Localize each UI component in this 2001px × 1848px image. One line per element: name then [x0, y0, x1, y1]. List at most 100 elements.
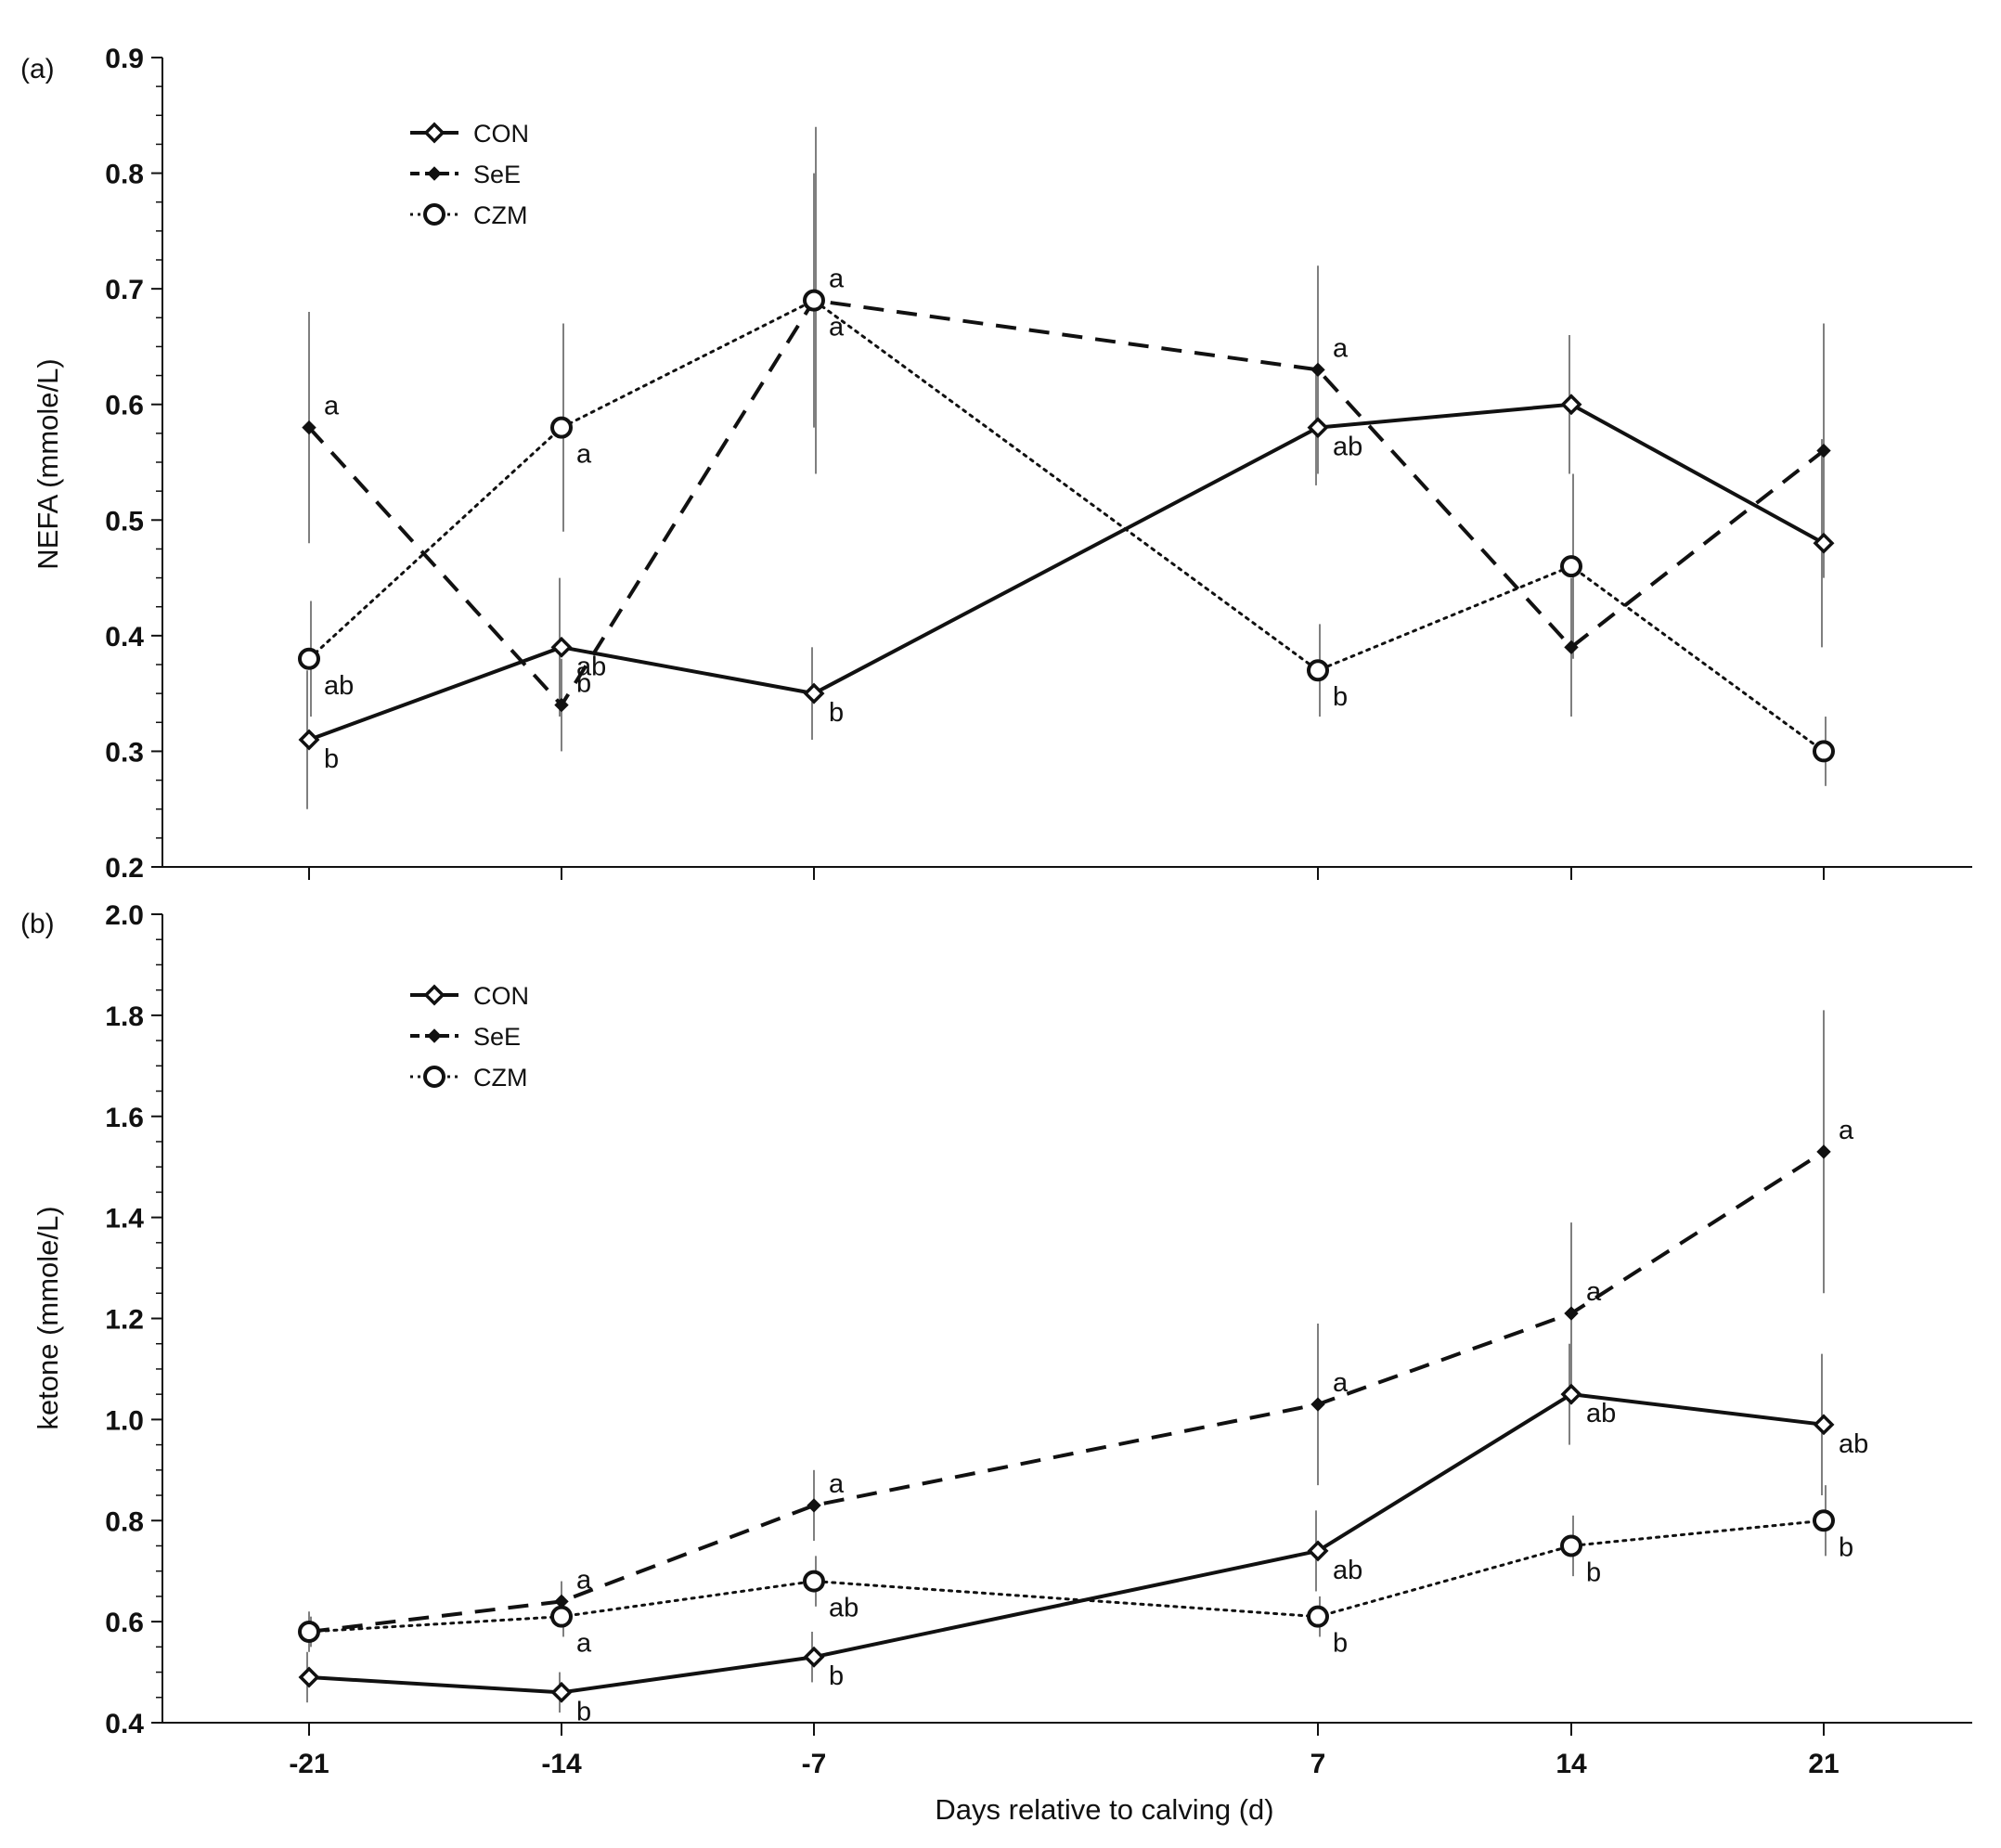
- legend-marker-czm: [423, 203, 445, 226]
- significance-label: a: [1333, 1368, 1349, 1398]
- x-tick-label: -21: [289, 1749, 329, 1779]
- legend-label-see: SeE: [473, 1023, 521, 1051]
- x-tick-label: 21: [1808, 1749, 1839, 1779]
- data-point-con: [1307, 1540, 1329, 1562]
- y-tick-label: 1.6: [105, 1103, 144, 1133]
- significance-label: a: [829, 265, 845, 294]
- significance-label: ab: [1333, 1556, 1362, 1585]
- significance-label: a: [1586, 1277, 1602, 1307]
- data-point-con: [550, 636, 573, 658]
- significance-label: a: [576, 1629, 592, 1659]
- y-tick-label: 1.2: [105, 1305, 144, 1336]
- data-point-czm: [1813, 1509, 1835, 1532]
- y-tick-label: 2.0: [105, 900, 144, 931]
- panel-label: (a): [20, 54, 55, 84]
- significance-label: b: [576, 1697, 591, 1726]
- data-point-see: [1816, 1144, 1831, 1159]
- series-line-czm: [307, 1518, 1826, 1634]
- significance-label: ab: [1586, 1399, 1616, 1428]
- series-line-con: [308, 1392, 1825, 1695]
- significance-label: a: [576, 1565, 592, 1595]
- data-point-czm: [803, 289, 825, 312]
- data-point-czm: [1307, 659, 1329, 682]
- x-axis-title: Days relative to calving (d): [935, 1793, 1273, 1826]
- panel-a: 0.2 0.3 0.4 0.5 0.6 0.7 0.8 0.9 (a) NEFA (mmole/L…: [20, 44, 1972, 884]
- data-point-czm: [550, 416, 573, 439]
- significance-label: b: [1333, 1629, 1348, 1659]
- significance-label: ab: [829, 1594, 858, 1623]
- data-point-con: [1307, 417, 1329, 439]
- y-tick-label: 0.8: [105, 1506, 144, 1537]
- y-axis-title: ketone (mmole/L): [32, 1206, 64, 1429]
- significance-label: ab: [1839, 1429, 1868, 1459]
- data-point-czm: [1813, 740, 1835, 763]
- y-axis-title: NEFA (mmole/L): [32, 358, 64, 569]
- significance-label: b: [829, 698, 844, 728]
- y-tick-label: 0.3: [105, 737, 144, 768]
- data-point-czm: [550, 1605, 573, 1628]
- significance-label: ab: [576, 652, 606, 681]
- data-point-czm: [1307, 1605, 1329, 1628]
- significance-label: b: [829, 1661, 844, 1691]
- y-tick-label: 0.9: [105, 44, 144, 74]
- data-point-con: [298, 729, 320, 751]
- x-tick-label: 7: [1310, 1749, 1326, 1779]
- significance-label: a: [829, 1469, 845, 1499]
- legend-label-czm: CZM: [473, 1064, 527, 1092]
- data-point-con: [1813, 1414, 1835, 1436]
- y-tick-label: 0.4: [105, 622, 144, 653]
- x-tick-label: -14: [541, 1749, 582, 1779]
- x-tick-label: 14: [1556, 1749, 1587, 1779]
- significance-label: a: [324, 392, 340, 421]
- legend-label-see: SeE: [473, 161, 521, 188]
- legend-marker-con: [423, 122, 445, 144]
- x-tick-label: -7: [802, 1749, 827, 1779]
- legend-label-czm: CZM: [473, 201, 527, 229]
- panel-label: (b): [20, 909, 55, 939]
- data-point-see: [1816, 443, 1831, 459]
- y-tick-label: 1.4: [105, 1204, 144, 1234]
- y-tick-label: 0.6: [105, 391, 144, 421]
- legend-marker-con: [423, 984, 445, 1006]
- legend-label-con: CON: [473, 120, 529, 148]
- y-tick-label: 0.5: [105, 506, 144, 536]
- data-point-con: [550, 1681, 573, 1703]
- y-tick-label: 1.0: [105, 1405, 144, 1436]
- y-tick-label: 0.6: [105, 1608, 144, 1638]
- data-point-con: [1560, 1383, 1582, 1405]
- data-point-czm: [1560, 555, 1582, 578]
- legend-marker-see: [427, 166, 442, 181]
- significance-label: b: [1839, 1532, 1853, 1562]
- data-point-czm: [1560, 1534, 1582, 1557]
- data-point-con: [803, 1646, 825, 1668]
- data-point-con: [1813, 532, 1835, 554]
- y-tick-label: 0.8: [105, 160, 144, 190]
- data-point-see: [554, 697, 569, 713]
- data-point-czm: [803, 1570, 825, 1593]
- data-point-con: [1560, 394, 1582, 416]
- y-tick-label: 0.7: [105, 275, 144, 305]
- legend-marker-czm: [423, 1066, 445, 1088]
- data-point-see: [807, 1498, 821, 1513]
- data-point-see: [1310, 362, 1325, 378]
- data-point-czm: [298, 647, 320, 670]
- significance-label: ab: [324, 671, 354, 701]
- legend-label-con: CON: [473, 982, 529, 1010]
- significance-label: b: [576, 669, 591, 699]
- y-tick-label: 0.2: [105, 853, 144, 884]
- significance-label: b: [1586, 1557, 1601, 1587]
- data-point-see: [1564, 1306, 1579, 1321]
- series-line-czm: [307, 299, 1826, 753]
- legend-marker-see: [427, 1028, 442, 1043]
- panel-b: 0.4 0.6 0.8 1.0 1.2 1.4 1.6 1.8 2.0 -21 -14 -7 7 14 21…: [20, 900, 1972, 1826]
- data-point-con: [803, 682, 825, 704]
- significance-label: a: [1839, 1116, 1854, 1145]
- significance-label: b: [1333, 682, 1348, 712]
- data-point-con: [298, 1666, 320, 1688]
- series-line-see: [307, 298, 1826, 707]
- y-tick-label: 1.8: [105, 1002, 144, 1032]
- series-line-see: [308, 1150, 1826, 1634]
- significance-label: a: [576, 440, 592, 470]
